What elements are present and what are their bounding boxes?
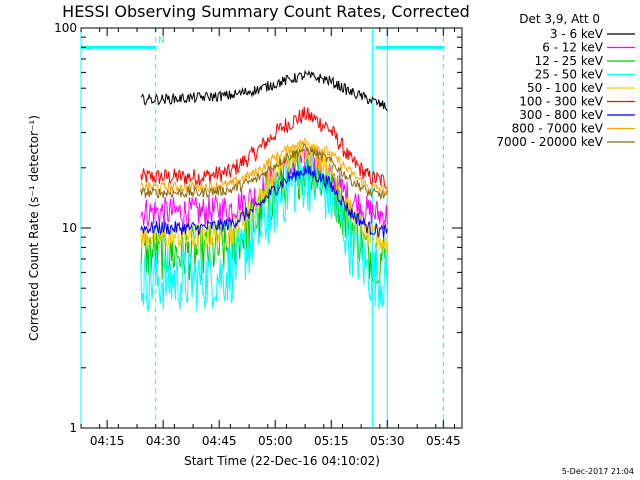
y-axis-label: Corrected Count Rate (s⁻¹ detector⁻¹)	[27, 115, 41, 341]
night-annotation: N	[158, 36, 165, 46]
series-line-300-800-kev	[140, 165, 388, 239]
series-line-3-6-kev	[140, 69, 388, 112]
legend-label: 25 - 50 keV	[535, 68, 604, 82]
series-line-800-7000-kev	[140, 136, 388, 196]
series-line-100-300-kev	[140, 106, 388, 191]
x-tick-label: 05:15	[314, 434, 349, 448]
legend-label: 7000 - 20000 keV	[496, 135, 603, 149]
series-line-7000-20000-kev	[140, 142, 388, 200]
legend-title: Det 3,9, Att 0	[519, 12, 600, 26]
legend-label: 300 - 800 keV	[519, 108, 603, 122]
legend-label: 6 - 12 keV	[542, 41, 604, 55]
legend-label: 12 - 25 keV	[535, 54, 604, 68]
x-tick-label: 05:45	[426, 434, 461, 448]
plot-area: 04:15 04:30 04:45 05:00 05:15 05:30 05:45 1 10 10…	[54, 21, 463, 448]
x-axis-label: Start Time (22-Dec-16 04:10:02)	[184, 454, 380, 468]
x-tick-label: 04:45	[202, 434, 237, 448]
y-tick-label: 10	[62, 221, 77, 235]
y-tick-label: 100	[54, 21, 77, 35]
legend-label: 50 - 100 keV	[527, 81, 604, 95]
series-line-50-100-kev	[140, 141, 388, 253]
x-tick-label: 04:30	[146, 434, 181, 448]
legend-label: 100 - 300 keV	[519, 95, 603, 109]
legend-label: 3 - 6 keV	[550, 27, 604, 41]
legend-label: 800 - 7000 keV	[512, 122, 604, 136]
x-tick-label: 05:30	[370, 434, 405, 448]
x-tick-label: 04:15	[90, 434, 125, 448]
footer-timestamp: 5-Dec-2017 21:04	[562, 467, 634, 476]
chart-title: HESSI Observing Summary Count Rates, Cor…	[62, 2, 470, 21]
x-tick-label: 05:00	[258, 434, 293, 448]
y-tick-label: 1	[69, 421, 77, 435]
